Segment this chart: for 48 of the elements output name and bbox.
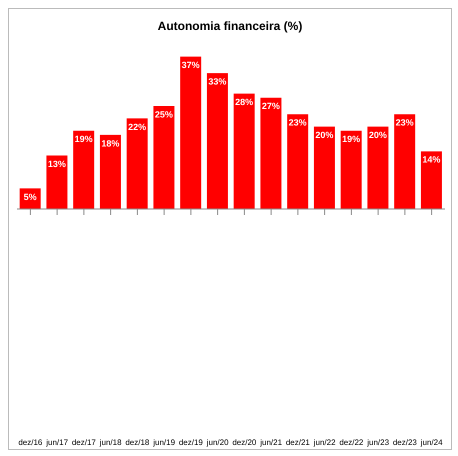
bar	[287, 114, 308, 209]
data-label: 13%	[48, 158, 66, 169]
bar	[340, 130, 362, 209]
data-label: 23%	[396, 118, 414, 128]
data-label: 19%	[342, 134, 360, 144]
data-label: 23%	[288, 118, 307, 128]
data-label: 27%	[262, 101, 280, 112]
x-tick-label: jun/18	[98, 438, 122, 447]
bar	[314, 126, 335, 209]
x-tick-label: jun/23	[366, 438, 390, 447]
bar	[100, 134, 121, 209]
data-label: 18%	[101, 138, 120, 148]
x-tick-label: dez/23	[392, 438, 418, 447]
bar	[367, 126, 388, 209]
x-tick-label: dez/17	[72, 438, 96, 447]
bar	[234, 94, 255, 209]
x-tick-label: dez/22	[339, 438, 364, 447]
bar	[420, 151, 442, 209]
x-tick-label: dez/18	[125, 438, 150, 447]
x-tick-label: jun/20	[206, 438, 230, 447]
data-label: 37%	[182, 60, 200, 70]
data-label: 25%	[154, 109, 173, 120]
data-label: 20%	[368, 130, 387, 140]
data-label: 5%	[24, 192, 37, 202]
chart-title: Autonomia financeira (%)	[156, 19, 304, 33]
data-label: 22%	[128, 122, 146, 132]
x-tick-label: jun/17	[45, 438, 69, 447]
x-tick-label: jun/22	[312, 438, 336, 447]
bar	[394, 114, 416, 209]
x-tick-label: dez/21	[286, 438, 310, 447]
x-tick-label: dez/19	[178, 438, 204, 447]
data-label: 14%	[422, 154, 440, 165]
x-tick-label: jun/21	[259, 438, 283, 447]
data-label: 20%	[315, 130, 334, 140]
data-label: 19%	[74, 134, 93, 144]
data-label: 33%	[208, 76, 226, 86]
bar	[153, 106, 174, 209]
bar	[206, 73, 228, 209]
bar	[73, 130, 94, 209]
bar	[46, 155, 68, 209]
x-tick-label: dez/20	[232, 438, 257, 447]
bar	[180, 56, 202, 209]
data-label: 28%	[235, 97, 254, 108]
x-tick-label: dez/16	[18, 438, 43, 447]
bar	[260, 98, 282, 209]
bar	[126, 118, 148, 209]
x-tick-label: jun/19	[152, 438, 176, 447]
x-tick-label: jun/24	[420, 438, 444, 447]
